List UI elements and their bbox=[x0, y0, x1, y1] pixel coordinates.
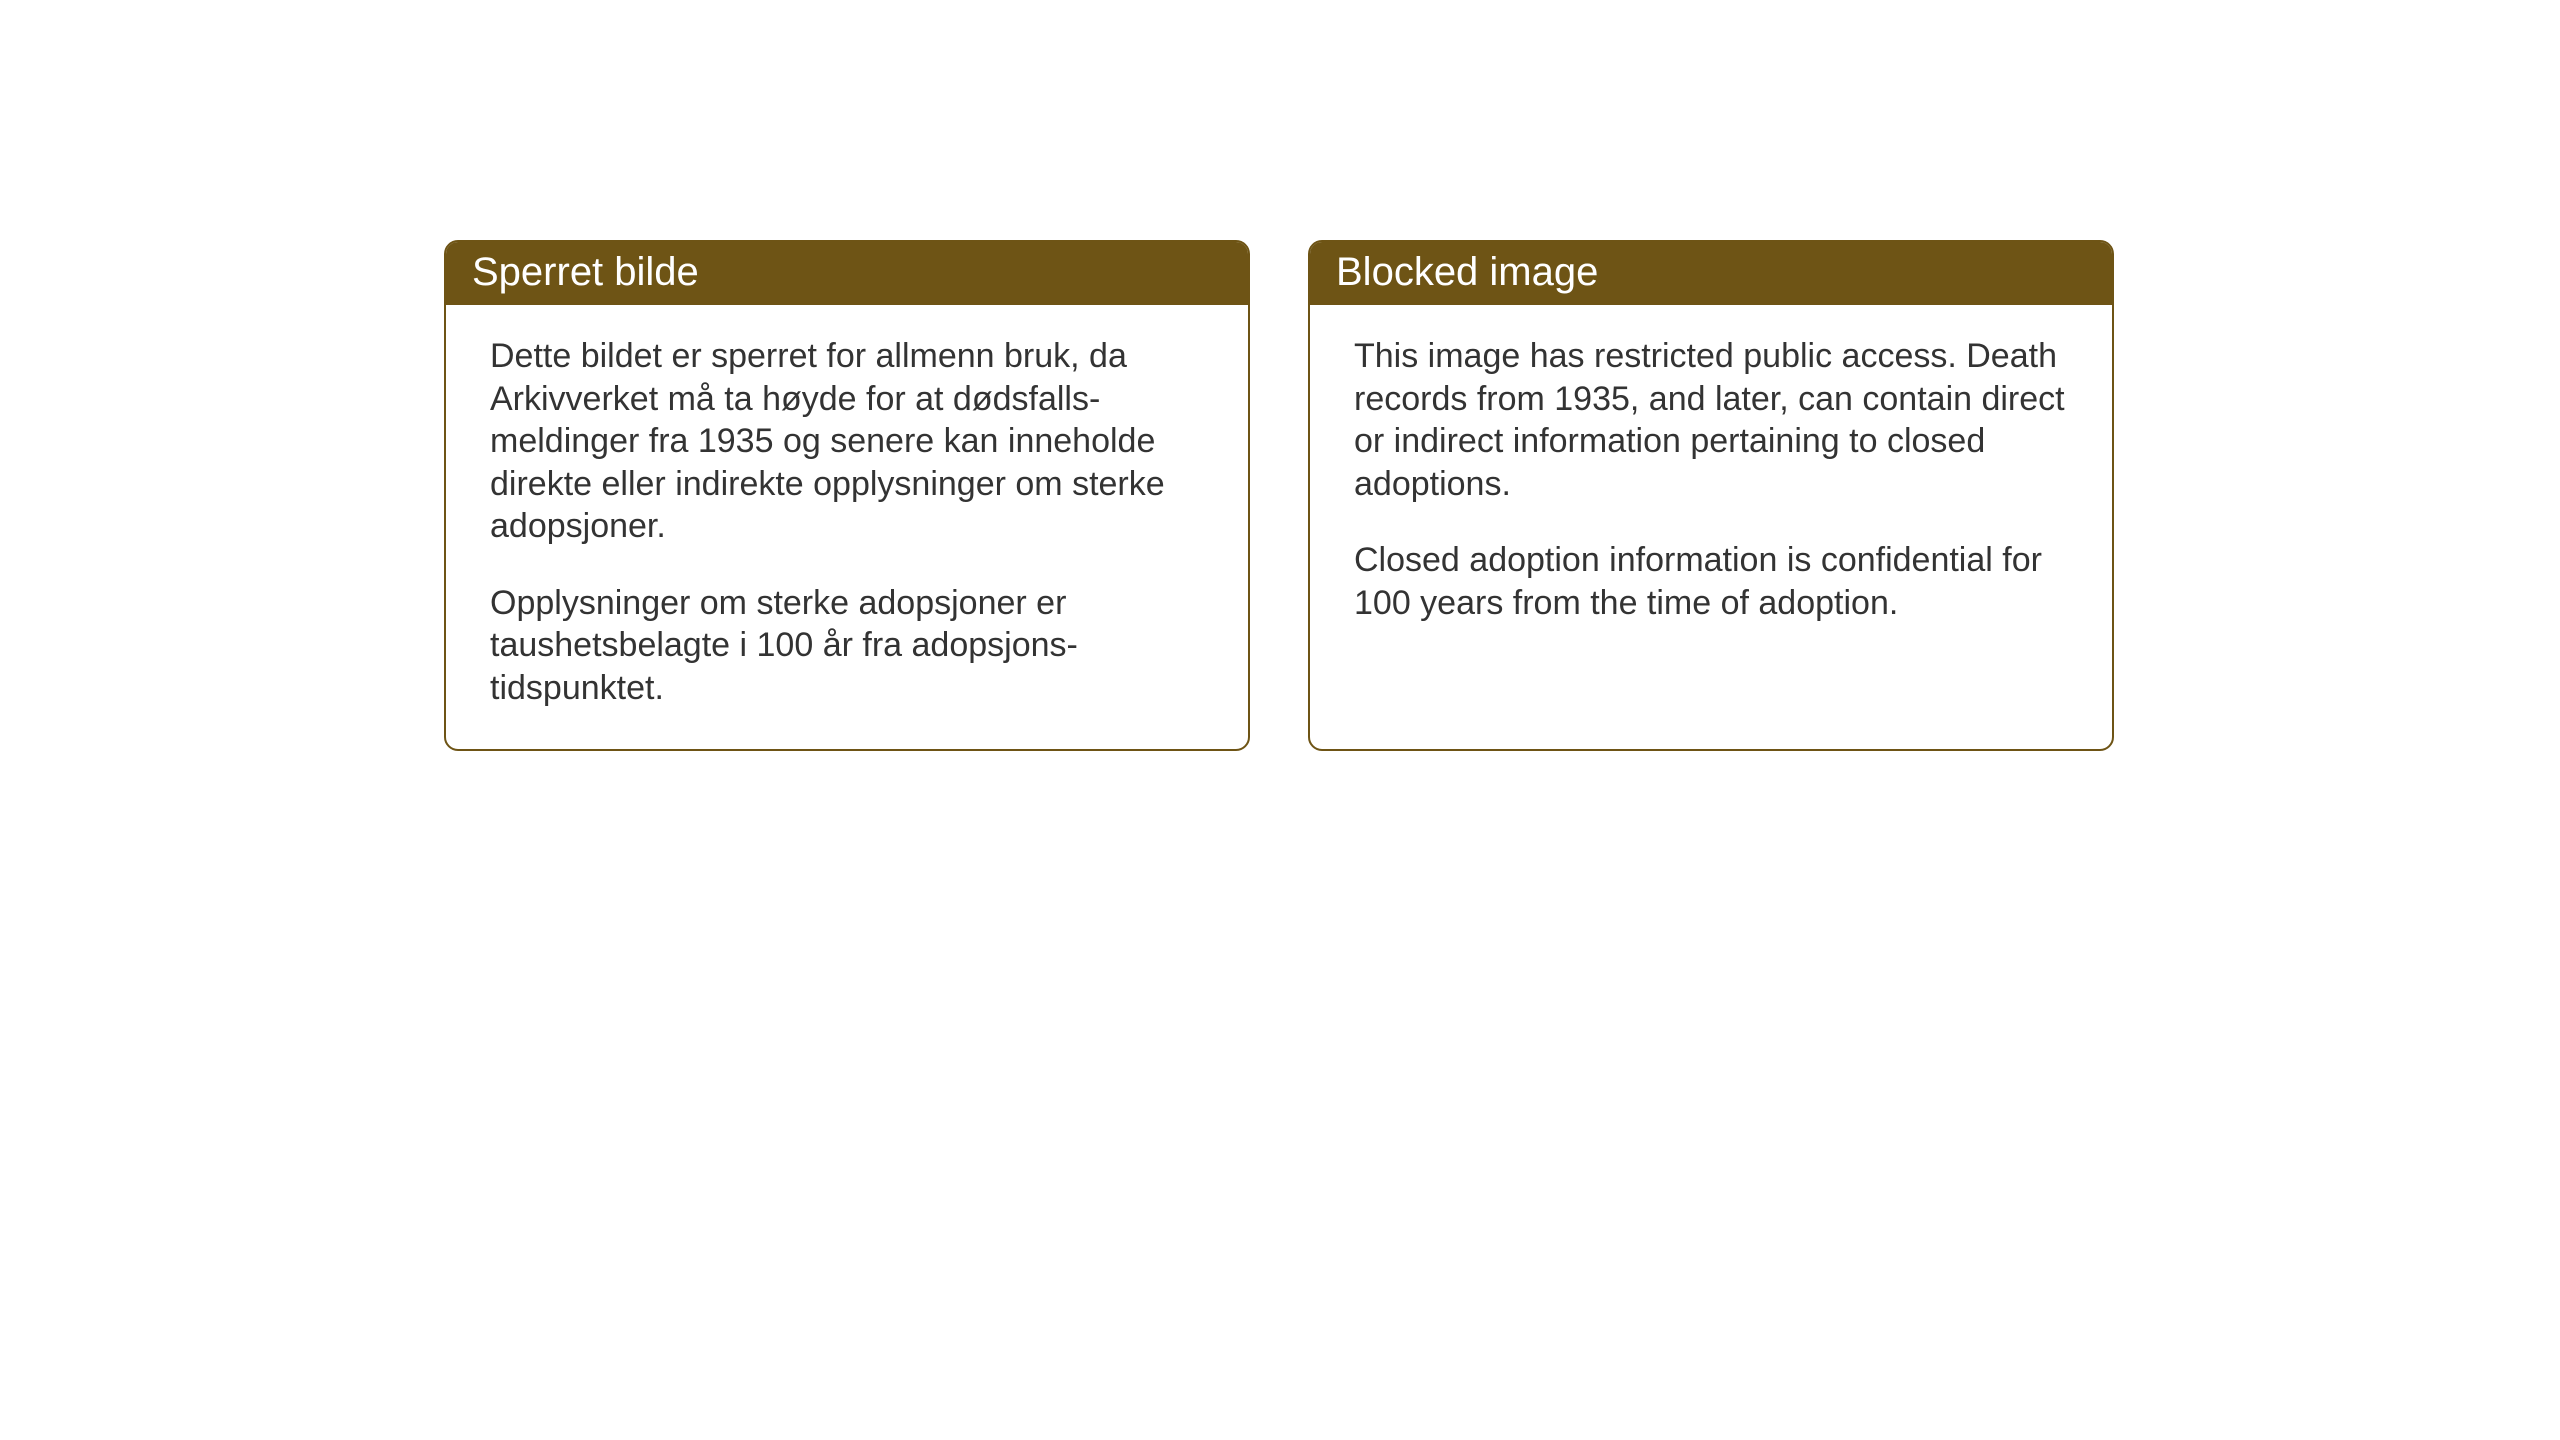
english-card-header: Blocked image bbox=[1310, 242, 2112, 305]
norwegian-notice-card: Sperret bilde Dette bildet er sperret fo… bbox=[444, 240, 1250, 751]
norwegian-card-title: Sperret bilde bbox=[472, 250, 699, 294]
english-paragraph-2: Closed adoption information is confident… bbox=[1354, 539, 2068, 624]
english-card-title: Blocked image bbox=[1336, 250, 1598, 294]
norwegian-card-body: Dette bildet er sperret for allmenn bruk… bbox=[446, 305, 1248, 749]
english-notice-card: Blocked image This image has restricted … bbox=[1308, 240, 2114, 751]
notice-container: Sperret bilde Dette bildet er sperret fo… bbox=[444, 240, 2114, 751]
norwegian-card-header: Sperret bilde bbox=[446, 242, 1248, 305]
norwegian-paragraph-2: Opplysninger om sterke adopsjoner er tau… bbox=[490, 582, 1204, 710]
english-card-body: This image has restricted public access.… bbox=[1310, 305, 2112, 664]
norwegian-paragraph-1: Dette bildet er sperret for allmenn bruk… bbox=[490, 335, 1204, 548]
english-paragraph-1: This image has restricted public access.… bbox=[1354, 335, 2068, 505]
